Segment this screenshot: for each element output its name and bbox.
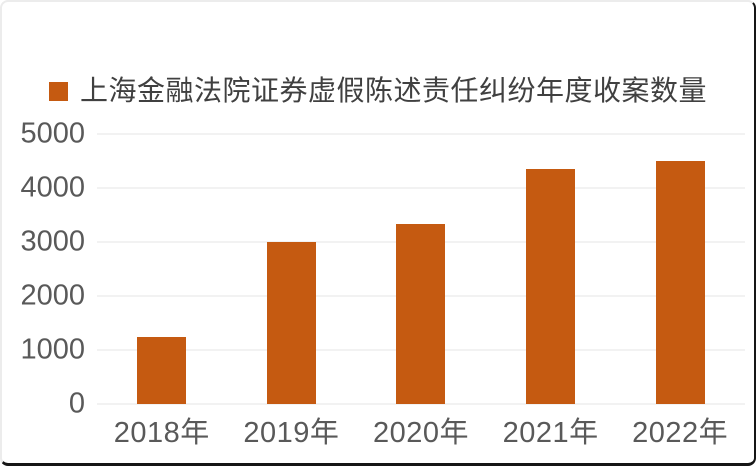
legend-series-label: 上海金融法院证券虚假陈述责任纠纷年度收案数量 (79, 75, 707, 106)
bar-slot-2018年 (97, 134, 227, 404)
chart-legend: 上海金融法院证券虚假陈述责任纠纷年度收案数量 (2, 75, 754, 107)
x-axis-tick-label: 2020年 (372, 417, 469, 449)
bar-2020年 (396, 224, 446, 404)
bars-layer (97, 134, 745, 404)
x-axis-tick-label: 2018年 (113, 417, 210, 449)
x-axis-tick-label: 2022年 (632, 417, 729, 449)
y-axis: 0 1000 2000 3000 4000 5000 (2, 119, 85, 418)
bar-slot-2020年 (356, 134, 486, 404)
y-axis-tick-label: 1000 (20, 333, 85, 366)
legend-square-marker-icon (48, 81, 68, 101)
y-axis-tick-label: 3000 (20, 225, 85, 258)
bar-2018年 (137, 336, 187, 404)
bar-2021年 (526, 169, 576, 404)
y-axis-tick-label: 4000 (20, 171, 85, 204)
x-axis-tick-label: 2019年 (243, 417, 340, 449)
bar-2022年 (655, 161, 705, 404)
y-axis-tick-label: 5000 (20, 117, 85, 150)
bar-2019年 (266, 242, 316, 404)
bar-slot-2019年 (227, 134, 357, 404)
plot-area (97, 133, 745, 405)
bar-slot-2022年 (615, 134, 745, 404)
bar-slot-2021年 (486, 134, 616, 404)
x-axis: 2018年 2019年 2020年 2021年 2022年 (97, 417, 745, 449)
y-axis-tick-label: 0 (68, 387, 85, 420)
y-axis-tick-label: 2000 (20, 279, 85, 312)
x-axis-tick-label: 2021年 (502, 417, 599, 449)
